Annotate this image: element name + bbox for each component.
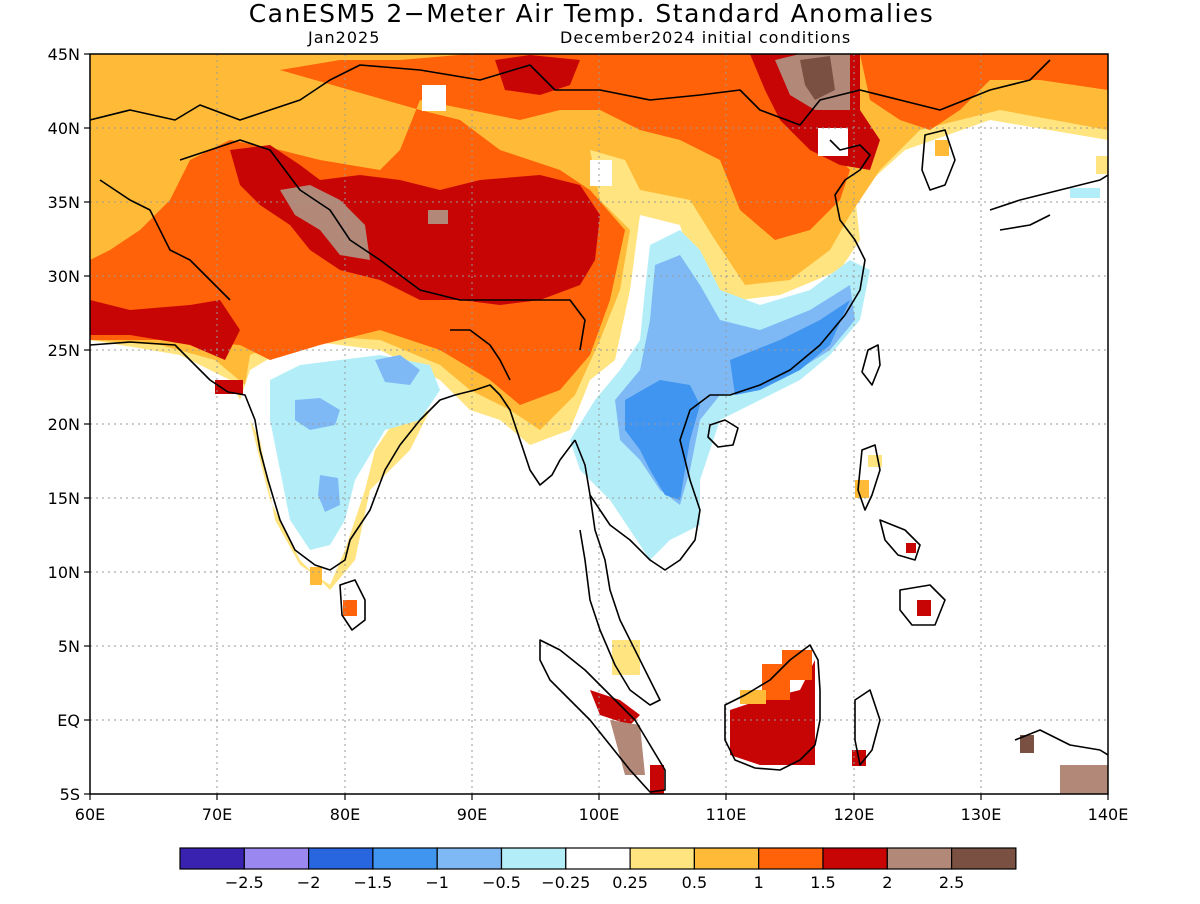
anomaly-region-red-north: [495, 55, 580, 95]
anomaly-cell: [868, 455, 882, 467]
colorbar-swatch: [179, 847, 245, 870]
anomaly-cell: [740, 690, 766, 704]
colorbar-label: 0.5: [682, 873, 707, 892]
lon-tick-label: 80E: [330, 805, 360, 824]
lat-tick-label: 5S: [60, 785, 80, 804]
colorbar-swatch: [308, 847, 374, 870]
anomaly-cell: [917, 600, 931, 616]
axis-ticks: [84, 53, 1109, 800]
anomaly-region-brown-sumatra: [610, 720, 645, 775]
anomaly-cell: [1096, 156, 1108, 174]
anomaly-region-dark-orange-ne: [860, 54, 1108, 130]
valid-month: Jan2025: [308, 28, 381, 47]
colorbar-swatch: [629, 847, 695, 870]
colorbar-swatch: [372, 847, 438, 870]
anomaly-region-red-west: [90, 300, 240, 360]
colorbar-label: 1.5: [810, 873, 835, 892]
lat-tick-label: 25N: [48, 341, 80, 360]
lat-tick-label: 40N: [48, 119, 80, 138]
anomaly-cell: [650, 765, 664, 794]
anomaly-cell: [935, 140, 949, 156]
anomaly-cell: [310, 567, 322, 585]
coastlines: [90, 59, 1108, 793]
graticule: [90, 54, 1108, 794]
init-conditions: December2024 initial conditions: [560, 28, 852, 47]
anomaly-cell: [215, 380, 243, 394]
colorbar-swatch: [500, 847, 567, 870]
lat-tick-label: 20N: [48, 415, 80, 434]
colorbar-label: 0.25: [612, 873, 648, 892]
lon-tick-label: 140E: [1088, 805, 1129, 824]
colorbar-label: −1.5: [353, 873, 392, 892]
anomaly-region-red-borneo: [730, 660, 815, 765]
colorbar-swatch: [886, 847, 953, 870]
lon-tick-label: 120E: [834, 805, 875, 824]
lon-tick-label: 70E: [202, 805, 232, 824]
map-title: CanESM5 2−Meter Air Temp. Standard Anoma…: [248, 0, 935, 28]
lon-tick-label: 110E: [706, 805, 747, 824]
lat-tick-label: 30N: [48, 267, 80, 286]
lon-tick-label: 100E: [579, 805, 620, 824]
anomaly-cell: [343, 600, 357, 616]
anomaly-cell: [1020, 735, 1034, 753]
colorbar-swatch: [950, 847, 1017, 870]
lat-tick-label: 35N: [48, 193, 80, 212]
colorbar-swatch: [758, 847, 824, 870]
anomaly-cell: [855, 480, 869, 498]
anomaly-region-brown-karakoram: [280, 185, 370, 260]
colorbar-label: 2: [882, 873, 892, 892]
colorbar-label: −2: [297, 873, 321, 892]
colorbar-label: −1: [425, 873, 449, 892]
colorbar-labels: −2.5 −2 −1.5 −1 −0.5 −0.25 0.25 0.5 1 1.5 2 2.5: [225, 873, 964, 892]
colorbar-label: −0.5: [482, 873, 521, 892]
anomaly-cell: [612, 640, 640, 675]
lat-tick-label: 45N: [48, 45, 80, 64]
colorbar-label: −2.5: [225, 873, 264, 892]
anomaly-cell: [906, 543, 916, 553]
anomaly-region-lightblue-india1: [295, 398, 340, 430]
anomaly-region-blue-se: [730, 300, 850, 395]
colorbar-swatch: [243, 847, 310, 870]
lat-tick-label: 10N: [48, 563, 80, 582]
lat-tick-label: EQ: [57, 711, 80, 730]
lon-tick-label: 130E: [961, 805, 1002, 824]
lon-tick-label: 90E: [457, 805, 487, 824]
colorbar-swatch: [822, 847, 888, 870]
colorbar-label: 1: [754, 873, 764, 892]
colorbar-label: 2.5: [939, 873, 964, 892]
anomaly-region-lightblue-india3: [318, 475, 340, 512]
anomaly-region-darkbrown-ne: [800, 56, 835, 100]
anomaly-region-lightblue-india2: [375, 355, 420, 385]
lon-tick-label: 60E: [75, 805, 105, 824]
anomaly-region-brown-nguinea: [1060, 765, 1108, 794]
colorbar: [179, 847, 1017, 870]
lat-tick-label: 15N: [48, 489, 80, 508]
anomaly-region-blue-indochina: [625, 380, 700, 500]
colorbar-label: −0.25: [541, 873, 590, 892]
anomaly-cell: [1070, 188, 1100, 198]
lat-labels: 45N 40N 35N 30N 25N 20N 15N 10N 5N EQ 5S: [48, 45, 80, 804]
colorbar-swatch: [693, 847, 760, 870]
colorbar-swatch: [565, 847, 631, 870]
anomaly-cell: [590, 160, 612, 186]
colorbar-swatch: [436, 847, 503, 870]
lon-labels: 60E 70E 80E 90E 100E 110E 120E 130E 140E: [75, 805, 1129, 824]
lat-tick-label: 5N: [58, 637, 80, 656]
anomaly-region-red-tibet: [230, 145, 600, 305]
anomaly-cell: [428, 210, 448, 224]
anomaly-region-red-sumatra: [590, 690, 640, 725]
anomaly-cell: [422, 85, 446, 111]
